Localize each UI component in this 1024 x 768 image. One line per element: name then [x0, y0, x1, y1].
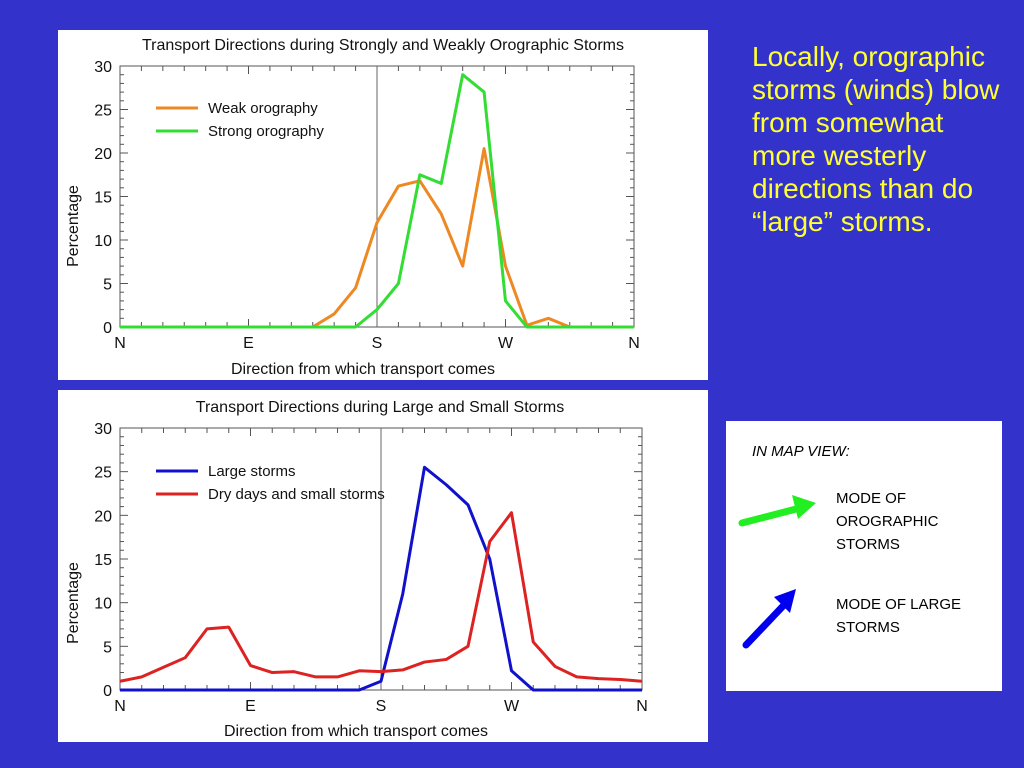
y-axis-label: Percentage [65, 562, 82, 644]
y-tick-label: 20 [94, 146, 112, 163]
legend-label: Strong orography [208, 123, 324, 140]
y-tick-label: 30 [94, 59, 112, 76]
y-tick-label: 15 [94, 190, 112, 207]
bottom-chart-panel: Transport Directions during Large and Sm… [58, 390, 708, 742]
y-tick-label: 0 [103, 683, 112, 700]
orographic-mode-label: MODE OF OROGRAPHIC STORMS [836, 490, 939, 553]
x-tick-label: N [114, 335, 126, 352]
y-tick-label: 20 [94, 508, 112, 525]
legend-label: Dry days and small storms [208, 486, 385, 503]
legend-label: Large storms [208, 463, 296, 480]
y-tick-label: 5 [103, 639, 112, 656]
large-small-storms-chart: Transport Directions during Large and Sm… [65, 399, 648, 740]
large-mode-label: MODE OF LARGE STORMS [836, 596, 962, 636]
x-tick-label: N [636, 698, 648, 715]
legend-label: Weak orography [208, 100, 318, 117]
x-axis-label: Direction from which transport comes [224, 723, 488, 740]
y-axis-label: Percentage [65, 185, 82, 267]
chart-title: Transport Directions during Strongly and… [142, 37, 624, 54]
x-tick-label: E [245, 698, 256, 715]
orographic-mode-arrow-icon [738, 495, 816, 527]
x-tick-label: W [498, 335, 514, 352]
series-line-2 [119, 511, 643, 683]
orographic-storms-chart: Transport Directions during Strongly and… [65, 37, 640, 378]
x-axis-label: Direction from which transport comes [231, 361, 495, 378]
x-tick-label: N [114, 698, 126, 715]
y-tick-label: 25 [94, 465, 112, 482]
map-view-title: IN MAP VIEW: [752, 443, 850, 460]
x-tick-label: E [243, 335, 254, 352]
series-line-1 [120, 465, 642, 692]
chart-title: Transport Directions during Large and Sm… [196, 399, 564, 416]
y-tick-label: 25 [94, 103, 112, 120]
map-arrows [738, 495, 816, 649]
y-tick-label: 15 [94, 552, 112, 569]
large-mode-arrow-icon [742, 589, 796, 649]
explanation-text: Locally, orographic storms (winds) blow … [752, 41, 1000, 237]
y-tick-label: 10 [94, 233, 112, 250]
y-tick-label: 10 [94, 596, 112, 613]
map-view-legend: IN MAP VIEW: MODE OF OROGRAPHIC STORMS M… [726, 421, 1002, 691]
x-tick-label: S [376, 698, 387, 715]
y-tick-label: 0 [103, 320, 112, 337]
x-tick-label: W [504, 698, 520, 715]
y-tick-label: 5 [103, 277, 112, 294]
x-tick-label: S [372, 335, 383, 352]
series-line-2 [120, 73, 634, 329]
x-tick-label: N [628, 335, 640, 352]
top-chart-panel: Transport Directions during Strongly and… [58, 30, 708, 380]
y-tick-label: 30 [94, 421, 112, 438]
